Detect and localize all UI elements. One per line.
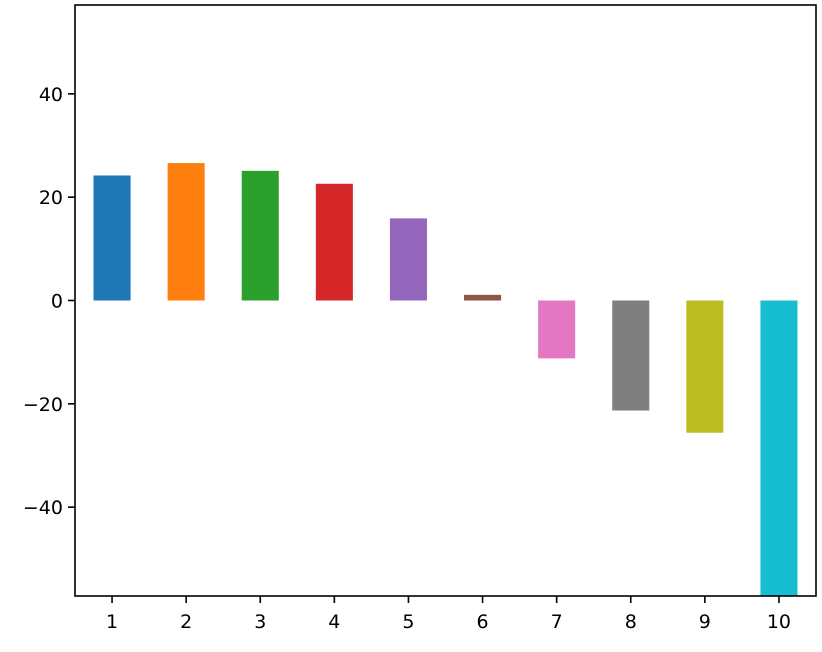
bar-1 (93, 175, 131, 301)
bar-9 (686, 300, 724, 433)
y-tick-label: 20 (39, 187, 63, 209)
bar-7 (538, 300, 576, 359)
x-tick-label: 8 (625, 611, 637, 633)
x-tick-label: 3 (254, 611, 266, 633)
x-tick-label: 6 (477, 611, 489, 633)
x-tick-label: 5 (402, 611, 414, 633)
bar-5 (389, 218, 427, 301)
bars-group (93, 163, 798, 596)
x-axis: 1 2 3 4 5 6 7 8 9 10 (106, 596, 791, 633)
bar-6 (464, 294, 502, 301)
bar-3 (241, 170, 279, 301)
x-tick-label: 9 (699, 611, 711, 633)
x-tick-label: 7 (551, 611, 563, 633)
y-axis: −40 −20 0 20 40 (23, 84, 75, 519)
bar-10 (760, 300, 798, 596)
bar-4 (315, 183, 353, 301)
y-tick-label: 40 (39, 84, 63, 106)
x-tick-label: 10 (767, 611, 791, 633)
bar-2 (167, 163, 205, 301)
y-tick-label: −40 (23, 497, 63, 519)
x-tick-label: 2 (180, 611, 192, 633)
x-tick-label: 4 (328, 611, 340, 633)
y-tick-label: 0 (51, 291, 63, 313)
plot-frame (74, 4, 817, 597)
x-tick-label: 1 (106, 611, 118, 633)
y-tick-label: −20 (23, 394, 63, 416)
bar-8 (612, 300, 650, 411)
